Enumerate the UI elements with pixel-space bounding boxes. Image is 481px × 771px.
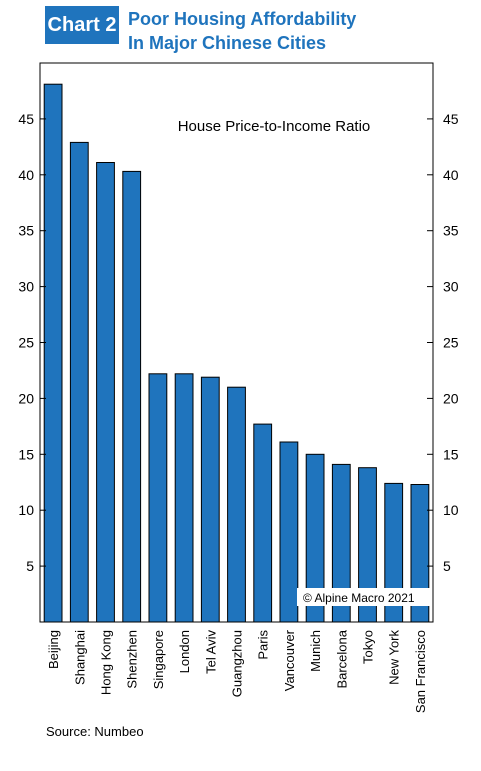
x-label-london: London bbox=[177, 630, 192, 673]
left-tick-label-10: 10 bbox=[18, 502, 34, 518]
left-tick-label-45: 45 bbox=[18, 111, 34, 127]
bar-vancouver bbox=[279, 441, 299, 623]
bar-tokyo bbox=[358, 467, 377, 623]
left-tick-label-15: 15 bbox=[18, 446, 34, 462]
right-tick-label-25: 25 bbox=[443, 335, 459, 351]
x-label-shenzhen: Shenzhen bbox=[125, 630, 140, 689]
bar-barcelona bbox=[331, 463, 351, 623]
plot-title: House Price-to-Income Ratio bbox=[178, 118, 371, 135]
bar-guangzhou bbox=[227, 386, 246, 623]
x-label-san-francisco: San Francisco bbox=[413, 630, 428, 713]
chart-number-badge: Chart 2 bbox=[45, 6, 119, 44]
right-tick-label-5: 5 bbox=[443, 558, 451, 574]
bar-shanghai bbox=[69, 141, 89, 623]
bar-paris bbox=[253, 423, 273, 623]
copyright-note: © Alpine Macro 2021 bbox=[303, 591, 415, 605]
right-tick-label-15: 15 bbox=[443, 446, 459, 462]
x-label-new-york: New York bbox=[387, 630, 402, 685]
bar-munich bbox=[305, 453, 325, 623]
right-tick-label-35: 35 bbox=[443, 223, 459, 239]
bar-chart: 5 5 10 10 15 15 20 20 25 25 30 30 35 35 40 40 45 45 Beiji… bbox=[18, 62, 459, 713]
x-axis-labels: Beijing Shanghai Hong Kong Shenzhen Singapor… bbox=[46, 629, 428, 713]
bar-san-francisco bbox=[410, 484, 430, 623]
chart-heading: Poor Housing Affordability In Major Chin… bbox=[128, 7, 468, 55]
bars-group bbox=[43, 83, 430, 623]
right-tick-label-30: 30 bbox=[443, 279, 459, 295]
bar-hong-kong bbox=[96, 162, 115, 623]
bar-london bbox=[174, 373, 194, 623]
x-label-hong-kong: Hong Kong bbox=[99, 630, 114, 695]
copyright-backdrop bbox=[297, 588, 430, 606]
source-note: Source: Numbeo bbox=[46, 724, 144, 739]
left-tick-label-30: 30 bbox=[18, 279, 34, 295]
left-tick-label-25: 25 bbox=[18, 335, 34, 351]
y-axis-ticks: 5 5 10 10 15 15 20 20 25 25 30 30 35 35 40 40 45 45 bbox=[18, 111, 458, 574]
x-label-beijing: Beijing bbox=[46, 630, 61, 669]
bar-beijing bbox=[43, 83, 63, 623]
left-tick-label-20: 20 bbox=[18, 390, 34, 406]
x-label-tokyo: Tokyo bbox=[361, 630, 376, 664]
right-tick-label-45: 45 bbox=[443, 111, 459, 127]
x-label-vancouver: Vancouver bbox=[282, 629, 297, 691]
bar-new-york bbox=[384, 482, 404, 623]
x-label-tel-aviv: Tel Aviv bbox=[203, 630, 218, 674]
x-label-paris: Paris bbox=[256, 630, 271, 660]
x-label-munich: Munich bbox=[308, 630, 323, 672]
right-tick-label-40: 40 bbox=[443, 167, 459, 183]
bar-singapore bbox=[148, 373, 168, 623]
left-tick-label-35: 35 bbox=[18, 223, 34, 239]
x-label-barcelona: Barcelona bbox=[334, 629, 349, 688]
right-tick-label-20: 20 bbox=[443, 390, 459, 406]
x-label-shanghai: Shanghai bbox=[72, 630, 87, 685]
x-label-guangzhou: Guangzhou bbox=[230, 630, 245, 697]
right-tick-label-10: 10 bbox=[443, 502, 459, 518]
bar-tel-aviv bbox=[200, 376, 220, 623]
x-label-singapore: Singapore bbox=[151, 630, 166, 689]
left-tick-label-5: 5 bbox=[26, 558, 34, 574]
chart-heading-line-2: In Major Chinese Cities bbox=[128, 33, 327, 53]
bar-shenzhen bbox=[122, 170, 142, 623]
chart-heading-line-1: Poor Housing Affordability bbox=[128, 9, 357, 29]
left-tick-label-40: 40 bbox=[18, 167, 34, 183]
